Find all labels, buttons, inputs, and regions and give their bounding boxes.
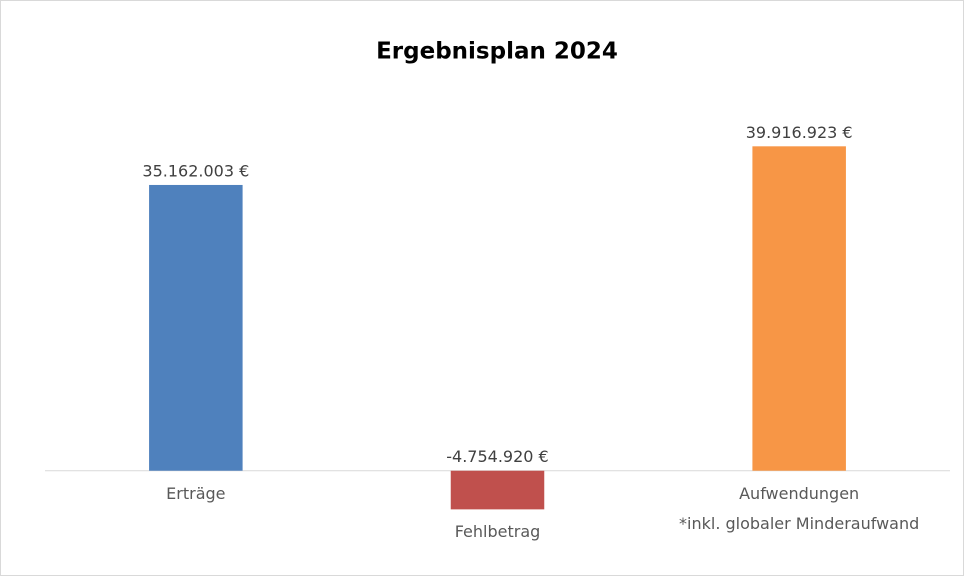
bar	[752, 146, 846, 471]
data-label: -4.754.920 €	[446, 447, 548, 466]
x-tick-label: Fehlbetrag	[454, 522, 541, 542]
x-tick-label: Aufwendungen *inkl. globaler Minderaufwa…	[679, 483, 920, 533]
data-label: 35.162.003 €	[142, 161, 249, 180]
chart-title: Ergebnisplan 2024	[376, 39, 618, 65]
bar	[450, 470, 545, 510]
x-tick-label: Erträge	[166, 483, 226, 503]
data-label: 39.916.923 €	[746, 123, 853, 142]
bar	[149, 184, 243, 471]
